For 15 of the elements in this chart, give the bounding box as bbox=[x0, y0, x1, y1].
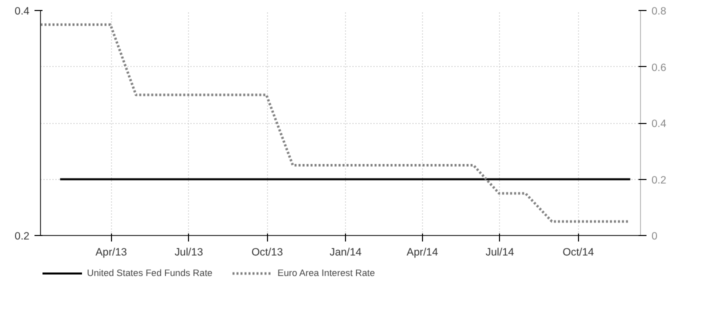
line-series bbox=[40, 23, 631, 223]
legend-label: Euro Area Interest Rate bbox=[277, 268, 375, 278]
y2-tick-label: 0 bbox=[652, 230, 658, 242]
x-tick-label: Oct/14 bbox=[562, 246, 594, 258]
x-tick-label: Apr/13 bbox=[96, 246, 128, 258]
y2-tick-label: 0.2 bbox=[652, 174, 666, 186]
x-tick-label: Jan/14 bbox=[330, 246, 362, 258]
y2-tick-label: 0.6 bbox=[652, 62, 666, 74]
x-tick-label: Jul/13 bbox=[174, 246, 204, 258]
y2-tick-label: 0.4 bbox=[652, 118, 666, 130]
x-tick-label: Oct/13 bbox=[252, 246, 283, 258]
x-tick-label: Jul/14 bbox=[486, 246, 514, 258]
y2-tick-label: 0.8 bbox=[652, 6, 666, 18]
x-tick-label: Apr/14 bbox=[406, 246, 438, 258]
legend-label: United States Fed Funds Rate bbox=[87, 268, 212, 278]
